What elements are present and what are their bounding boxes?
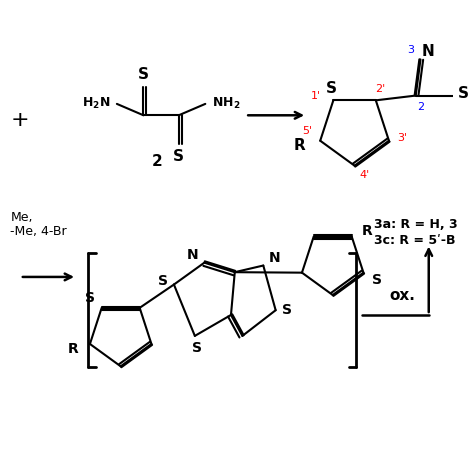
Text: 3a: R = H, 3: 3a: R = H, 3 <box>374 218 457 231</box>
Text: 2: 2 <box>417 102 424 112</box>
Text: R: R <box>67 342 78 356</box>
Text: +: + <box>10 110 29 130</box>
Text: N: N <box>187 248 199 262</box>
Text: S: S <box>173 149 184 164</box>
Text: 3c: R = 5ʹ-B: 3c: R = 5ʹ-B <box>374 234 455 247</box>
Text: S: S <box>192 341 202 355</box>
Text: S: S <box>85 292 95 305</box>
Text: S: S <box>372 273 382 287</box>
Text: S: S <box>282 303 292 317</box>
Text: 5': 5' <box>302 126 312 136</box>
Text: S: S <box>458 86 469 101</box>
Text: ox.: ox. <box>389 289 415 303</box>
Text: N: N <box>422 45 435 59</box>
Text: R: R <box>362 224 372 238</box>
Text: S: S <box>138 67 149 82</box>
Text: 4': 4' <box>359 170 369 180</box>
Text: $\mathbf{NH_2}$: $\mathbf{NH_2}$ <box>212 96 240 111</box>
Text: -Me, 4-Br: -Me, 4-Br <box>10 225 67 238</box>
Text: N: N <box>269 251 281 265</box>
Text: 2: 2 <box>151 155 162 169</box>
Text: 3': 3' <box>397 133 407 143</box>
Text: S: S <box>157 274 167 288</box>
Text: S: S <box>326 82 337 96</box>
Text: R: R <box>293 138 305 153</box>
Text: Me,: Me, <box>10 210 33 224</box>
Text: $\mathbf{H_2N}$: $\mathbf{H_2N}$ <box>82 96 110 111</box>
Text: 3: 3 <box>408 45 414 55</box>
Text: 2': 2' <box>375 84 386 94</box>
Text: 1': 1' <box>311 91 321 100</box>
